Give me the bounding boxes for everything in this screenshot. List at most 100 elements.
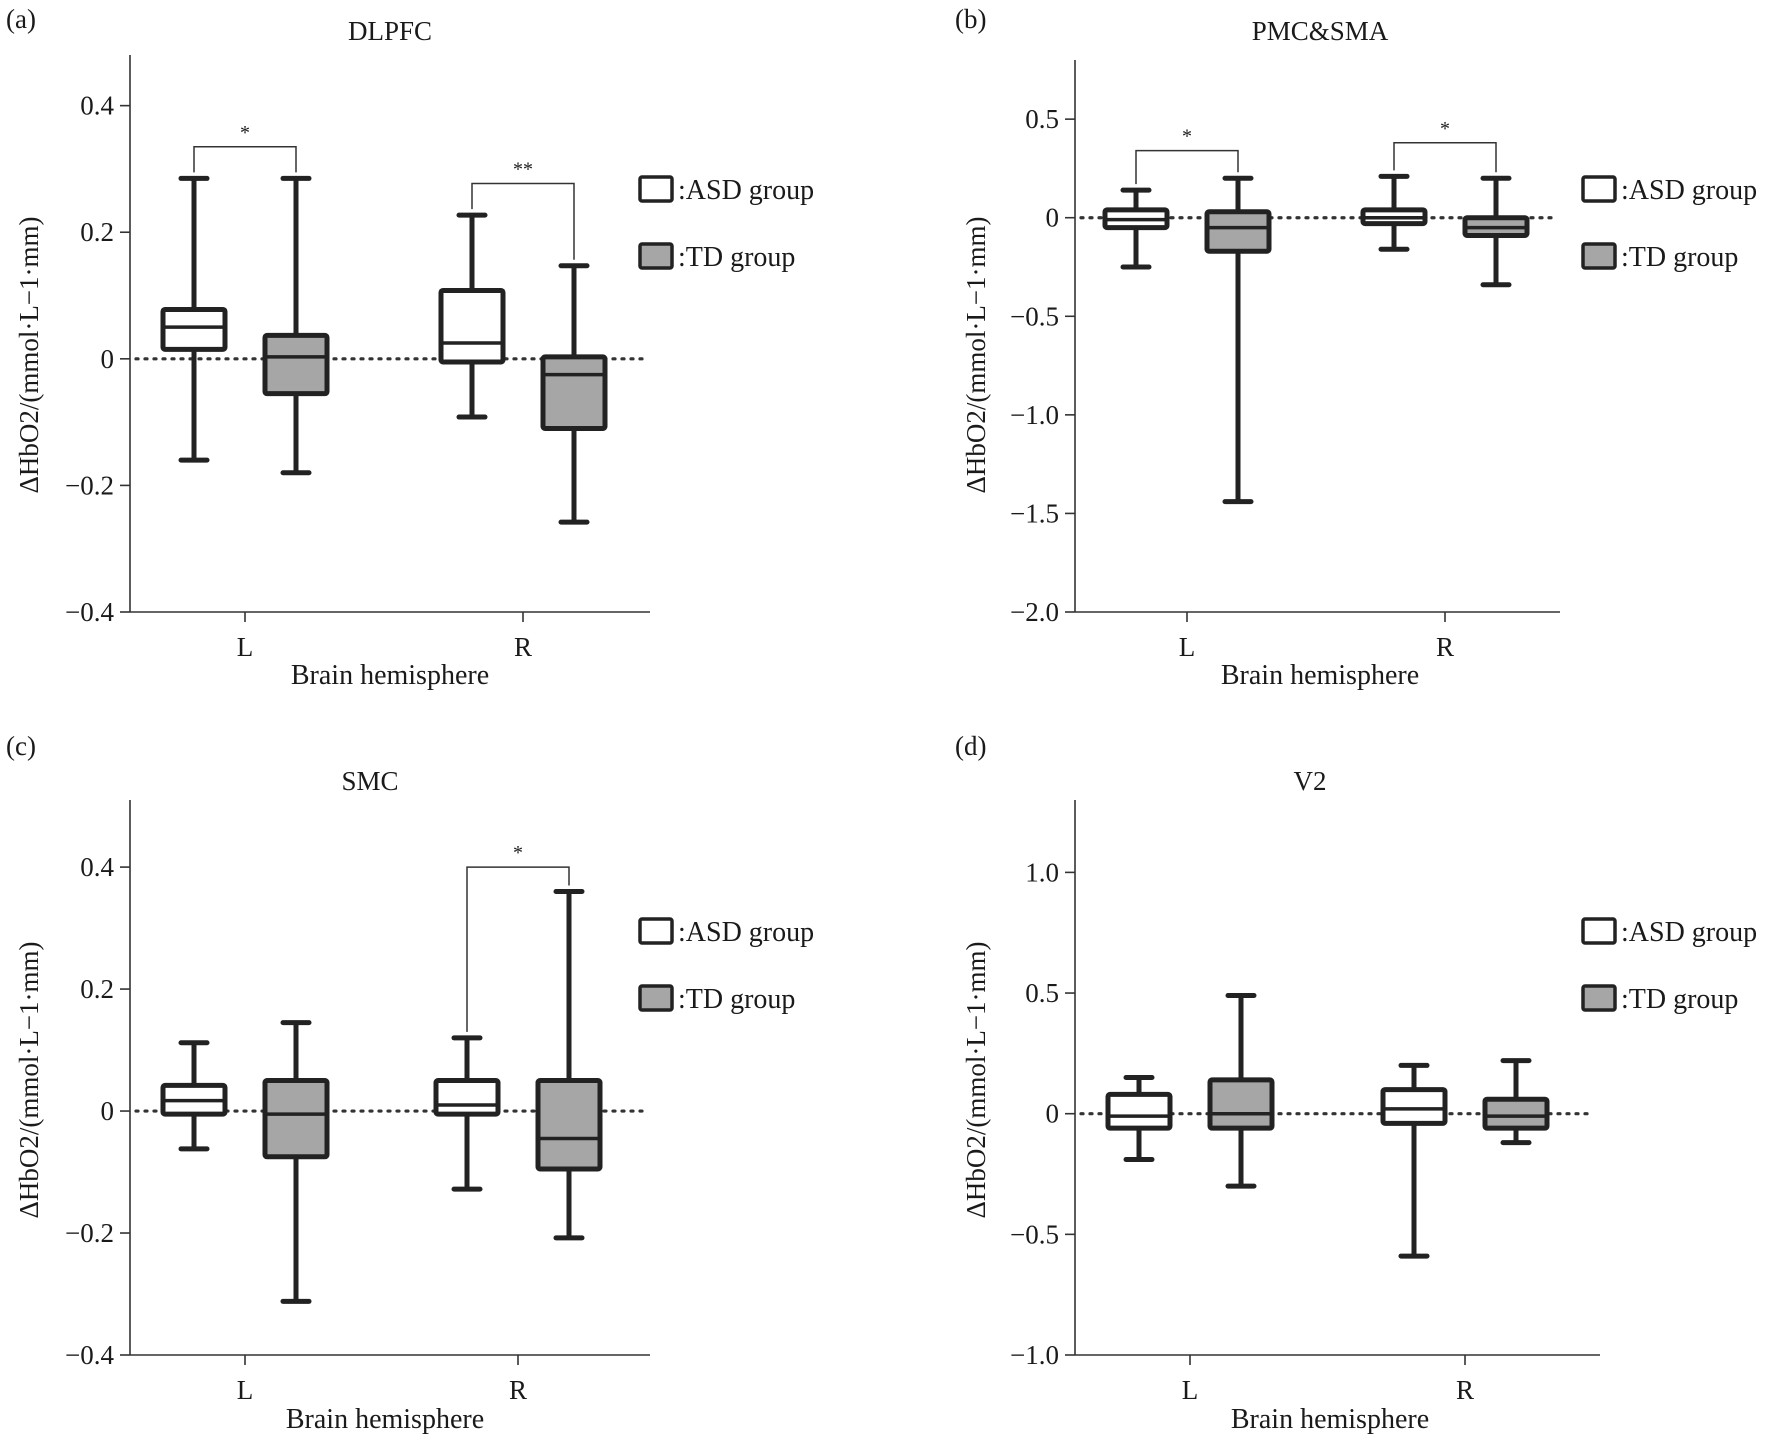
legend-entry: :ASD group xyxy=(1581,917,1757,948)
iqr-box xyxy=(160,306,228,352)
panel-label: (c) xyxy=(6,731,36,761)
y-tick-label: −2.0 xyxy=(1010,597,1059,627)
x-tick-label: L xyxy=(1182,1375,1199,1405)
x-tick-label: R xyxy=(509,1375,527,1405)
x-tick-label: L xyxy=(237,1375,254,1405)
legend-entry: :TD group xyxy=(638,242,795,273)
significance-bracket: * xyxy=(193,122,297,173)
asd-box xyxy=(1380,1062,1448,1259)
chart-panel: (a) DLPFC −0.4 −0.2 0 0.2 0.4 L R Brain hemispher… xyxy=(6,4,814,691)
legend-label: :ASD group xyxy=(1621,917,1757,948)
significance-bracket: * xyxy=(1135,126,1239,185)
x-tick-label: R xyxy=(1456,1375,1474,1405)
iqr-box xyxy=(438,287,506,365)
asd-box xyxy=(1360,173,1428,252)
y-tick-label: 0 xyxy=(101,344,115,374)
significance-marker: * xyxy=(1182,126,1192,148)
y-tick-label: 0 xyxy=(1046,203,1060,233)
td-box xyxy=(1204,175,1272,505)
bracket-line xyxy=(471,182,575,260)
y-axis-label: ΔHbO2/(mmol·L−1·mm) xyxy=(14,216,44,493)
legend-swatch-asd xyxy=(638,917,674,945)
significance-marker: * xyxy=(1440,118,1450,140)
y-tick-label: 0.4 xyxy=(80,91,114,121)
asd-box xyxy=(438,212,506,420)
legend-label: :TD group xyxy=(1621,984,1738,1015)
asd-box xyxy=(1105,1075,1173,1163)
significance-bracket: * xyxy=(466,842,570,1032)
legend-swatch-td xyxy=(1581,242,1617,270)
chart-panel: (c) SMC −0.4 −0.2 0 0.2 0.4 L R Brain hemisphere Δ… xyxy=(6,731,814,1435)
legend-entry: :ASD group xyxy=(1581,175,1757,206)
iqr-box xyxy=(1105,1091,1173,1131)
y-tick-label: −0.5 xyxy=(1010,301,1059,331)
legend-entry: :TD group xyxy=(1581,984,1738,1015)
y-tick-label: −0.2 xyxy=(65,1218,114,1248)
x-tick-label: L xyxy=(1179,632,1196,662)
asd-box xyxy=(160,175,228,463)
y-tick-label: 0.5 xyxy=(1025,978,1059,1008)
td-box xyxy=(1482,1058,1550,1146)
y-tick-label: −0.4 xyxy=(65,597,114,627)
chart-title: DLPFC xyxy=(348,16,432,46)
chart-panel: (b) PMC&SMA −2.0 −1.5 −1.0 −0.5 0 0.5 L R Brain he… xyxy=(955,4,1757,691)
legend-entry: :ASD group xyxy=(638,917,814,948)
legend-swatch-td xyxy=(638,242,674,270)
legend-label: :ASD group xyxy=(678,917,814,948)
legend-entry: :TD group xyxy=(1581,242,1738,273)
iqr-box xyxy=(1204,209,1272,254)
legend-swatch-td xyxy=(1581,984,1617,1012)
bracket-line xyxy=(1393,142,1497,173)
td-box xyxy=(535,888,603,1241)
asd-box xyxy=(1102,187,1170,270)
x-tick-label: R xyxy=(514,632,532,662)
td-box xyxy=(1207,992,1275,1189)
significance-marker: ** xyxy=(513,158,533,180)
asd-box xyxy=(160,1040,228,1152)
asd-box xyxy=(433,1035,501,1192)
x-axis-label: Brain hemisphere xyxy=(1231,1404,1429,1435)
y-tick-label: −0.5 xyxy=(1010,1219,1059,1249)
bracket-line xyxy=(193,146,297,173)
significance-marker: * xyxy=(240,122,250,144)
x-tick-label: L xyxy=(237,632,254,662)
iqr-box xyxy=(433,1078,501,1117)
y-tick-label: 0 xyxy=(101,1096,115,1126)
y-axis-label: ΔHbO2/(mmol·L−1·mm) xyxy=(961,941,991,1218)
significance-bracket: * xyxy=(1393,118,1497,173)
iqr-box xyxy=(1380,1087,1448,1126)
chart-panel: (d) V2 −1.0 −0.5 0 0.5 1.0 L R Brain hemisphere ΔH… xyxy=(955,731,1757,1435)
x-axis-label: Brain hemisphere xyxy=(291,660,489,691)
significance-marker: * xyxy=(513,842,523,864)
y-tick-label: 0.2 xyxy=(80,217,114,247)
iqr-box xyxy=(535,1078,603,1172)
y-tick-label: −1.0 xyxy=(1010,1340,1059,1370)
legend-label: :TD group xyxy=(1621,242,1738,273)
x-axis-label: Brain hemisphere xyxy=(286,1404,484,1435)
y-tick-label: 0.5 xyxy=(1025,104,1059,134)
chart-title: SMC xyxy=(341,766,398,796)
y-tick-label: 0.2 xyxy=(80,974,114,1004)
legend-swatch-asd xyxy=(638,175,674,203)
x-axis-label: Brain hemisphere xyxy=(1221,660,1419,691)
td-box xyxy=(540,263,608,525)
legend-entry: :ASD group xyxy=(638,175,814,206)
y-tick-label: 1.0 xyxy=(1025,857,1059,887)
panel-label: (d) xyxy=(955,731,986,761)
td-box xyxy=(262,175,330,476)
y-tick-label: −0.4 xyxy=(65,1340,114,1370)
panel-label: (b) xyxy=(955,4,986,34)
y-tick-label: −1.0 xyxy=(1010,400,1059,430)
legend-label: :TD group xyxy=(678,242,795,273)
td-box xyxy=(262,1020,330,1304)
y-axis-label: ΔHbO2/(mmol·L−1·mm) xyxy=(14,941,44,1218)
legend-swatch-asd xyxy=(1581,175,1617,203)
significance-bracket: ** xyxy=(471,158,575,260)
bracket-line xyxy=(466,866,570,1032)
iqr-box xyxy=(1207,1077,1275,1131)
iqr-box xyxy=(262,332,330,397)
y-tick-label: 0 xyxy=(1046,1099,1060,1129)
panel-label: (a) xyxy=(6,4,36,34)
y-tick-label: −0.2 xyxy=(65,470,114,500)
